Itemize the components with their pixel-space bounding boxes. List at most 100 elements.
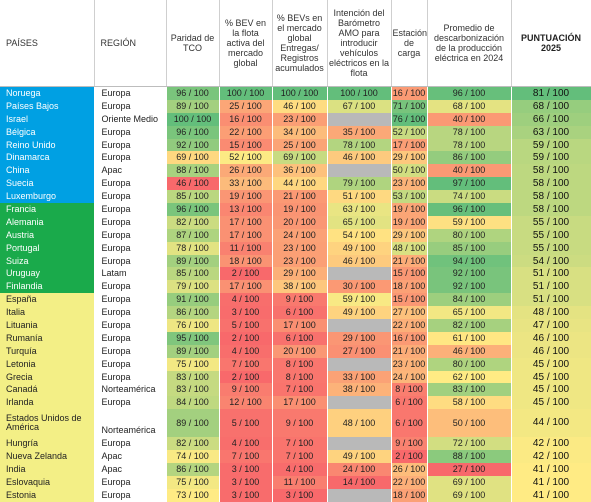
charging-station-cell: 29 / 100 xyxy=(391,228,428,242)
charging-station-cell: 19 / 100 xyxy=(391,215,428,229)
decarbonization-cell: 94 / 100 xyxy=(427,254,512,268)
charging-station-cell: 16 / 100 xyxy=(391,86,428,100)
country-cell: Eslovaquia xyxy=(0,475,95,489)
table-row: Uruguay Latam 85 / 100 2 / 100 29 / 100 15 / … xyxy=(0,267,591,281)
country-cell: Turquía xyxy=(0,344,95,358)
bev-fleet-share-cell: 25 / 100 xyxy=(219,99,273,113)
country-cell: Suiza xyxy=(0,254,95,268)
bev-registrations-cell: 38 / 100 xyxy=(272,280,328,294)
bev-fleet-share-cell: 3 / 100 xyxy=(219,463,273,476)
country-cell: Nueva Zelanda xyxy=(0,450,95,464)
table-row: Irlanda Europa 84 / 100 12 / 100 17 / 100 6 /… xyxy=(0,396,591,410)
region-cell: Norteamérica xyxy=(94,383,167,397)
charging-station-cell: 48 / 100 xyxy=(391,241,428,255)
region-cell: Europa xyxy=(94,370,167,384)
region-cell: Europa xyxy=(94,138,167,152)
score-cell: 45 / 100 xyxy=(511,383,591,397)
decarbonization-cell: 40 / 100 xyxy=(427,164,512,178)
score-cell: 51 / 100 xyxy=(511,280,591,294)
bev-fleet-share-cell: 16 / 100 xyxy=(219,112,273,126)
decarbonization-cell: 80 / 100 xyxy=(427,228,512,242)
country-header: PAÍSES xyxy=(0,0,95,87)
charging-station-cell: 22 / 100 xyxy=(391,475,428,489)
bev-registrations-cell: 46 / 100 xyxy=(272,99,328,113)
decarbonization-cell: 72 / 100 xyxy=(427,437,512,451)
tco-parity-cell: 87 / 100 xyxy=(166,228,220,242)
region-cell: Europa xyxy=(94,86,167,100)
bev-fleet-share-cell: 9 / 100 xyxy=(219,383,273,397)
tco-parity-cell: 85 / 100 xyxy=(166,267,220,281)
table-row: Austria Europa 87 / 100 17 / 100 24 / 100 54 … xyxy=(0,228,591,242)
decarbonization-cell: 82 / 100 xyxy=(427,319,512,332)
bev-fleet-share-cell: 4 / 100 xyxy=(219,344,273,358)
bev-fleet-share-cell: 19 / 100 xyxy=(219,190,273,204)
country-cell: Dinamarca xyxy=(0,151,95,165)
amo-intention-cell xyxy=(327,396,392,410)
table-row: Bélgica Europa 96 / 100 22 / 100 34 / 100 35 … xyxy=(0,125,591,139)
tco-parity-cell: 76 / 100 xyxy=(166,319,220,332)
decarbonization-cell: 59 / 100 xyxy=(427,215,512,229)
tco-parity-cell: 92 / 100 xyxy=(166,138,220,152)
bev-fleet-share-cell: 3 / 100 xyxy=(219,488,273,502)
charging-station-cell: 21 / 100 xyxy=(391,344,428,358)
amo-intention-cell: 48 / 100 xyxy=(327,409,392,438)
tco-parity-cell: 79 / 100 xyxy=(166,280,220,294)
table-row: España Europa 91 / 100 4 / 100 9 / 100 59 / 1… xyxy=(0,293,591,307)
score-cell: 41 / 100 xyxy=(511,475,591,489)
region-cell: Europa xyxy=(94,151,167,165)
bev-registrations-cell: 7 / 100 xyxy=(272,450,328,464)
country-cell: Uruguay xyxy=(0,267,95,281)
tco-parity-cell: 82 / 100 xyxy=(166,437,220,451)
amo-intention-cell: 67 / 100 xyxy=(327,99,392,113)
country-cell: España xyxy=(0,293,95,307)
amo-intention-cell: 59 / 100 xyxy=(327,293,392,307)
bev-registrations-cell: 21 / 100 xyxy=(272,190,328,204)
tco-parity-cell: 83 / 100 xyxy=(166,383,220,397)
charging-station-cell: 27 / 100 xyxy=(391,306,428,320)
score-cell: 46 / 100 xyxy=(511,331,591,345)
table-row: Luxemburgo Europa 85 / 100 19 / 100 21 / 100… xyxy=(0,190,591,204)
score-cell: 51 / 100 xyxy=(511,293,591,307)
bev-fleet-share-cell: 17 / 100 xyxy=(219,228,273,242)
score-cell: 41 / 100 xyxy=(511,488,591,502)
tco-parity-cell: 69 / 100 xyxy=(166,151,220,165)
region-cell: Europa xyxy=(94,475,167,489)
region-cell: Apac xyxy=(94,164,167,178)
table-row: Alemania Europa 82 / 100 17 / 100 20 / 100 65… xyxy=(0,215,591,229)
bev-registrations-cell: 11 / 100 xyxy=(272,475,328,489)
tco-parity-cell: 96 / 100 xyxy=(166,203,220,216)
bev-fleet-share-cell: 33 / 100 xyxy=(219,177,273,191)
region-cell: Europa xyxy=(94,357,167,371)
bev-registrations-cell: 44 / 100 xyxy=(272,177,328,191)
table-row: Italia Europa 86 / 100 3 / 100 6 / 100 49 / 1… xyxy=(0,306,591,320)
charging-station-cell: 9 / 100 xyxy=(391,437,428,451)
country-cell: Canadá xyxy=(0,383,95,397)
bev-registrations-cell: 17 / 100 xyxy=(272,319,328,332)
score-cell: 68 / 100 xyxy=(511,99,591,113)
bev-fleet-share-cell: 7 / 100 xyxy=(219,357,273,371)
table-row: Grecia Europa 83 / 100 2 / 100 8 / 100 33 / 1… xyxy=(0,370,591,384)
region-cell: Oriente Medio xyxy=(94,112,167,126)
bev-fleet-share-cell: 100 / 100 xyxy=(219,86,273,100)
country-cell: China xyxy=(0,164,95,178)
bev-registrations-cell: 69 / 100 xyxy=(272,151,328,165)
region-cell: Europa xyxy=(94,254,167,268)
charging-station-cell: 2 / 100 xyxy=(391,450,428,464)
decarbonization-cell: 80 / 100 xyxy=(427,357,512,371)
tco-parity-cell: 85 / 100 xyxy=(166,190,220,204)
amo-intention-cell: 100 / 100 xyxy=(327,86,392,100)
region-header: REGIÓN xyxy=(94,0,167,87)
bev-registrations-cell: 8 / 100 xyxy=(272,370,328,384)
region-cell: Europa xyxy=(94,280,167,294)
table-row: Canadá Norteamérica 83 / 100 9 / 100 7 / 100… xyxy=(0,383,591,397)
table-row: Suecia Europa 46 / 100 33 / 100 44 / 100 79 /… xyxy=(0,177,591,191)
region-cell: Europa xyxy=(94,331,167,345)
table-row: Reino Unido Europa 92 / 100 15 / 100 25 / 10… xyxy=(0,138,591,152)
decarbonization-cell: 62 / 100 xyxy=(427,370,512,384)
bev-registrations-cell: 8 / 100 xyxy=(272,357,328,371)
decarbonization-cell: 78 / 100 xyxy=(427,138,512,152)
amo-intention-cell: 79 / 100 xyxy=(327,177,392,191)
bev-fleet-share-cell: 11 / 100 xyxy=(219,241,273,255)
tco-parity-cell: 86 / 100 xyxy=(166,463,220,476)
score-header: PUNTUACIÓN 2025 xyxy=(511,0,591,87)
